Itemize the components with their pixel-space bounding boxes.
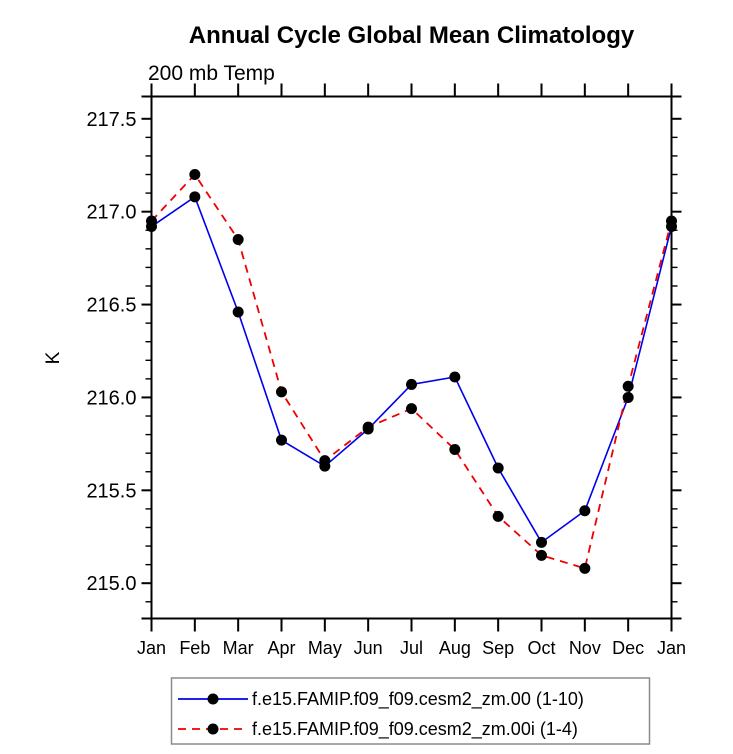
y-tick-label: 216.0 [86,387,136,409]
x-tick-label: Oct [527,638,555,658]
x-tick-label: Jun [354,638,383,658]
data-point-marker [579,562,591,574]
legend: f.e15.FAMIP.f09_f09.cesm2_zm.00 (1-10) f… [170,677,651,745]
legend-entry-label: f.e15.FAMIP.f09_f09.cesm2_zm.00i (1-4) [252,719,578,740]
x-tick-label: Sep [482,638,514,658]
data-point-marker [406,403,417,415]
x-tick-label: Jan [137,638,166,658]
data-point-marker [579,505,591,517]
x-tick-label: Jul [400,638,423,658]
data-point-marker [536,549,547,561]
data-point-marker [189,169,201,181]
data-point-marker [189,191,201,203]
chart-title: Annual Cycle Global Mean Climatology [189,22,635,49]
data-point-marker [406,378,417,390]
y-tick-label: 216.5 [86,295,136,317]
legend-entry-label: f.e15.FAMIP.f09_f09.cesm2_zm.00 (1-10) [252,689,584,710]
data-point-marker [319,455,331,467]
series-line [150,173,673,570]
data-point-marker [276,386,287,398]
y-axis-label: K [43,351,64,364]
plot-frame [150,95,673,620]
y-tick-labels: 215.0 215.5 216.0 216.5 217.0 217.5 [86,109,136,595]
x-tick-labels: Jan Feb Mar Apr May Jun Jul Aug Sep Oct Nov Dec Jan [137,638,686,658]
x-tick-label: Jan [657,638,686,658]
x-tick-label: Mar [223,638,254,658]
y-tick-label: 217.5 [86,109,136,131]
legend-box [170,677,651,745]
data-point-marker [622,380,634,392]
chart-subtitle: 200 mb Temp [148,62,275,85]
x-tick-label: Dec [612,638,644,658]
legend-marker-icon [207,723,219,735]
data-point-marker [449,443,461,455]
data-point-marker [622,391,634,403]
x-tick-label: Apr [267,638,295,658]
data-point-marker [276,434,287,446]
data-point-marker [449,371,461,383]
data-point-marker [536,536,547,548]
series-line [151,195,673,544]
data-point-marker [666,215,677,227]
data-point-marker [232,234,244,246]
data-series [146,169,677,574]
data-point-marker [492,462,504,474]
legend-marker-icon [207,693,219,705]
data-point-marker [492,510,504,522]
data-point-marker [146,215,157,227]
x-tick-label: Feb [179,638,210,658]
x-tick-label: Aug [439,638,471,658]
x-tick-label: May [308,638,342,658]
y-tick-label: 217.0 [86,202,136,224]
axes [141,83,682,632]
y-tick-label: 215.5 [86,480,136,502]
y-tick-label: 215.0 [86,573,136,595]
x-tick-label: Nov [569,638,601,658]
data-point-marker [362,421,374,433]
data-point-marker [232,306,244,318]
